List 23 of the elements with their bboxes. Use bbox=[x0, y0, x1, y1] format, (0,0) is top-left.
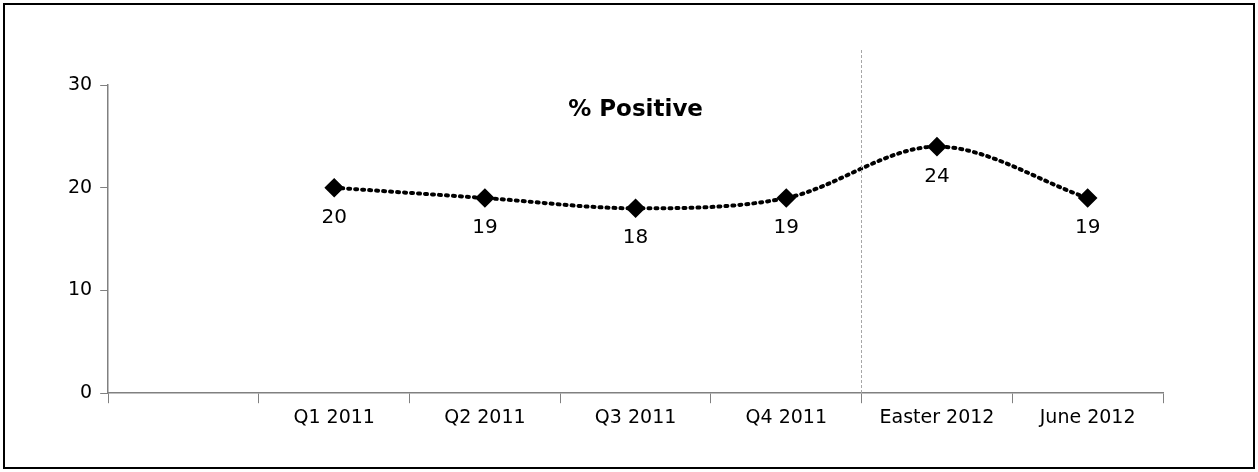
point bbox=[325, 178, 344, 197]
data-label: 20 bbox=[321, 203, 347, 228]
point bbox=[777, 189, 796, 208]
data-label: 24 bbox=[924, 162, 950, 187]
data-label: 19 bbox=[472, 214, 498, 239]
y-tick-label: 0 bbox=[80, 380, 93, 403]
point bbox=[626, 199, 645, 218]
data-label: 19 bbox=[773, 214, 799, 239]
chart-title: % Positive bbox=[568, 94, 703, 121]
y-tick-label: 20 bbox=[67, 174, 93, 197]
x-tick-label: Easter 2012 bbox=[879, 404, 995, 427]
y-tick-label: 10 bbox=[67, 277, 93, 300]
x-tick-label: Q1 2011 bbox=[293, 404, 375, 427]
y-tick-label: 30 bbox=[67, 71, 93, 94]
data-label: 18 bbox=[622, 224, 649, 249]
x-tick-label: Q2 2011 bbox=[444, 404, 526, 427]
point bbox=[475, 189, 494, 208]
point bbox=[1078, 189, 1097, 208]
x-tick-label: Q4 2011 bbox=[745, 404, 827, 427]
x-tick-label: June 2012 bbox=[1038, 404, 1136, 427]
data-label: 19 bbox=[1074, 214, 1101, 239]
x-tick-label: Q3 2011 bbox=[594, 404, 677, 427]
point bbox=[927, 137, 946, 156]
